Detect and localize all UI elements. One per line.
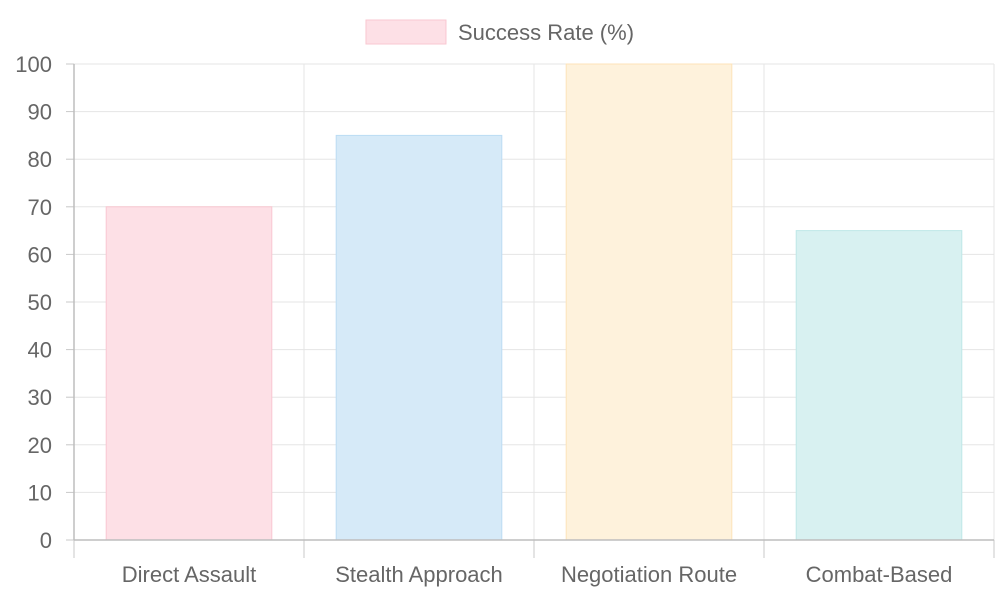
legend-label[interactable]: Success Rate (%)	[458, 20, 634, 45]
y-tick-label: 0	[40, 528, 52, 553]
y-tick-label: 10	[28, 480, 52, 505]
y-tick-label: 100	[15, 52, 52, 77]
bar[interactable]	[105, 206, 273, 541]
y-tick-label: 90	[28, 100, 52, 125]
y-tick-label: 50	[28, 290, 52, 315]
y-tick-label: 30	[28, 385, 52, 410]
tick-labels: 0 10 20 30 40 50 60 70 80 90 100 Direct Assault Stea…	[15, 52, 952, 587]
axes	[66, 63, 995, 558]
y-tick-label: 20	[28, 433, 52, 458]
x-tick-label: Direct Assault	[122, 562, 257, 587]
y-tick-label: 40	[28, 338, 52, 363]
legend-swatch[interactable]	[365, 19, 447, 45]
bar[interactable]	[335, 134, 503, 541]
legend[interactable]: Success Rate (%)	[365, 19, 634, 45]
bar[interactable]	[795, 230, 963, 541]
y-tick-label: 80	[28, 147, 52, 172]
bar[interactable]	[565, 63, 733, 541]
y-tick-label: 70	[28, 195, 52, 220]
x-tick-label: Negotiation Route	[561, 562, 737, 587]
x-tick-label: Stealth Approach	[335, 562, 503, 587]
y-tick-label: 60	[28, 242, 52, 267]
x-tick-label: Combat-Based	[806, 562, 953, 587]
bars	[105, 63, 963, 541]
